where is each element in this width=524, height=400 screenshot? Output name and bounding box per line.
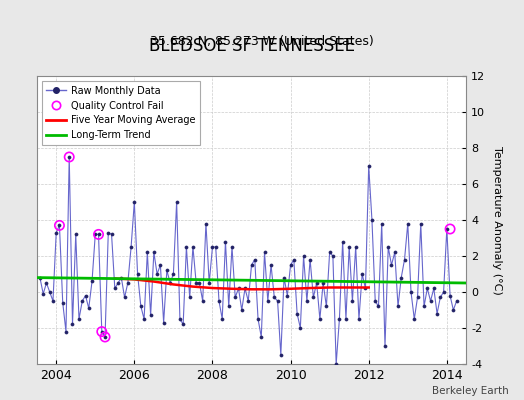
Title: BLEDSOE SF TENNESSEE: BLEDSOE SF TENNESSEE [148, 37, 355, 55]
Text: Berkeley Earth: Berkeley Earth [432, 386, 508, 396]
Y-axis label: Temperature Anomaly (°C): Temperature Anomaly (°C) [492, 146, 502, 294]
Point [65, 154, 73, 160]
Text: 35.682 N, 85.273 W (United States): 35.682 N, 85.273 W (United States) [150, 36, 374, 48]
Point [97, 328, 106, 335]
Point [101, 334, 109, 340]
Point [55, 222, 63, 228]
Legend: Raw Monthly Data, Quality Control Fail, Five Year Moving Average, Long-Term Tren: Raw Monthly Data, Quality Control Fail, … [41, 81, 200, 145]
Point [94, 231, 103, 238]
Point [446, 226, 454, 232]
